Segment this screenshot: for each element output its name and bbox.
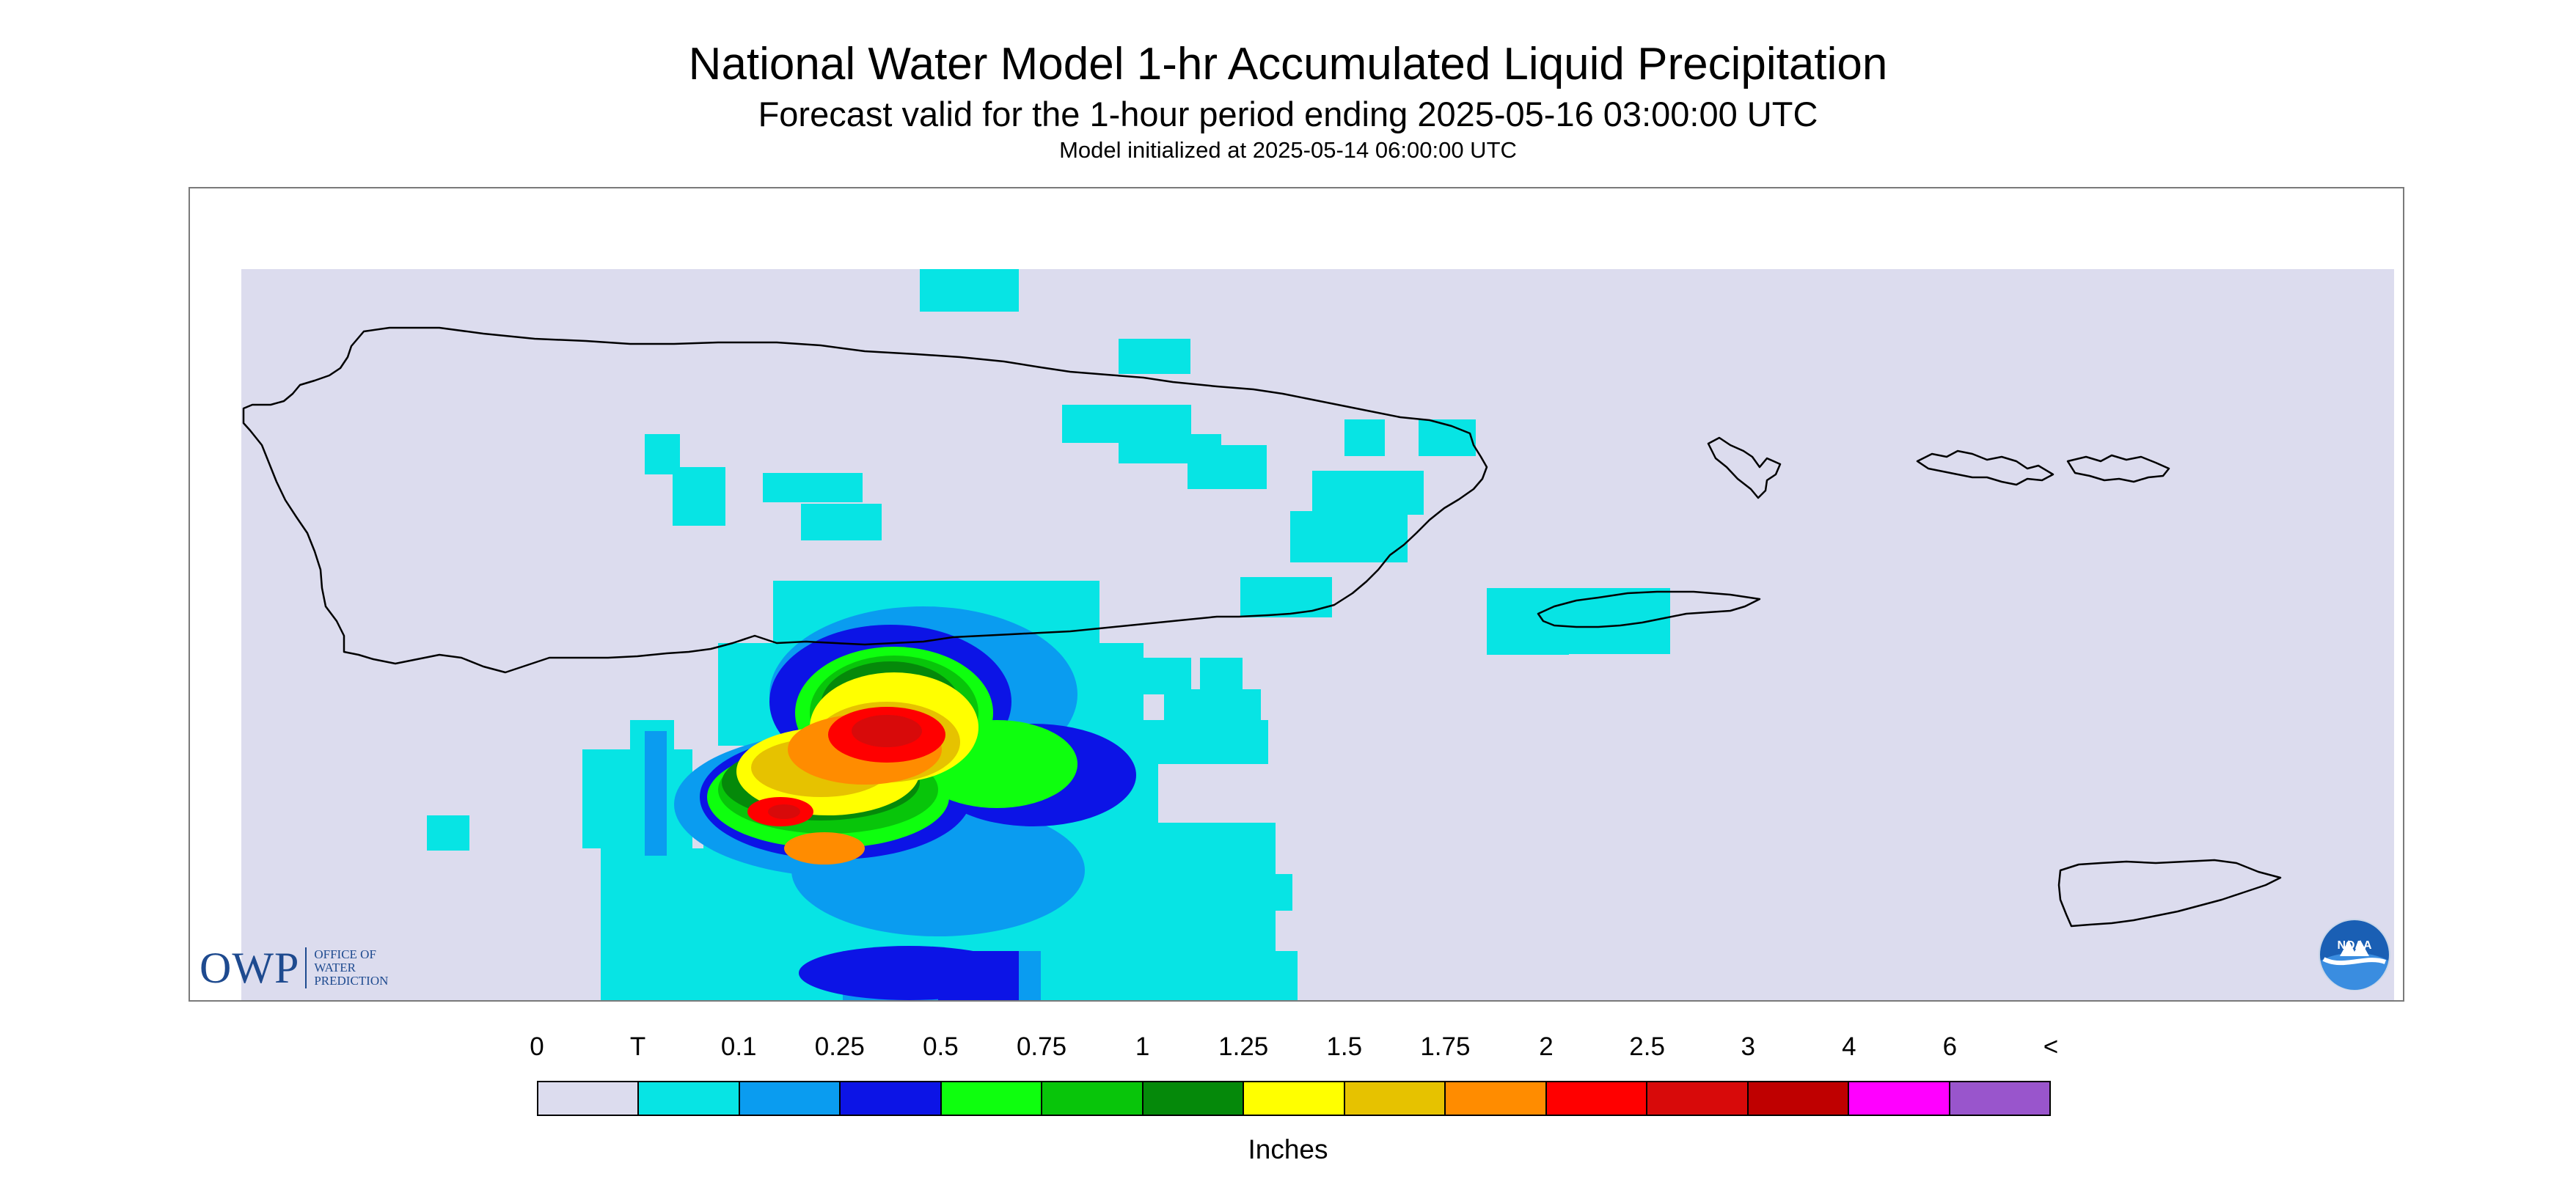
legend-tick-label: 0 [530,1032,544,1061]
precip-cell [1487,634,1569,655]
legend-labels: 0 T 0.1 0.25 0.5 0.75 1 1.25 1.5 1.75 2 2.5 3 4 6 < [0,1031,2576,1068]
coastline-st-croix [2057,859,2282,928]
precip-cell [801,504,882,540]
legend-unit-label: Inches [1248,1134,1328,1164]
precip-cell [852,715,922,747]
valid-time-subtitle: Forecast valid for the 1-hour period end… [758,95,1818,133]
noaa-mark: NOAA [2337,939,2372,952]
precip-cell [1107,951,1298,1000]
precip-cell [920,269,1019,312]
precipitation-map [241,269,2394,1000]
legend-tick-label: 6 [1942,1032,1958,1061]
precip-cell [938,951,1019,1000]
noaa-logo-icon: NOAA [2319,919,2390,991]
coastline-st-thomas [1916,449,2054,486]
coastlines [242,326,2282,928]
legend-swatch [1950,1082,2050,1115]
model-init-line: Model initialized at 2025-05-14 06:00:00… [1059,137,1517,163]
legend-swatch [1446,1082,1547,1115]
owp-logo: OWP OFFICE OF WATER PREDICTION [200,946,388,990]
precip-layer [427,269,1670,1000]
precip-cell [427,815,469,851]
coastline-st-john [2066,454,2170,483]
legend-tick-label: < [2043,1032,2059,1061]
legend-swatch [1849,1082,1950,1115]
coastline-puerto-rico [242,326,1488,674]
precip-cell [673,467,725,526]
precip-cell [784,832,865,865]
legend-swatch [941,1082,1043,1115]
precip-cell [645,731,667,856]
legend-swatch [1244,1082,1345,1115]
precip-cell [763,473,863,502]
legend-swatch [1546,1082,1648,1115]
precip-cell [1344,419,1385,456]
precip-cell [1188,445,1267,489]
legend-swatch [1143,1082,1245,1115]
legend-colorbar [537,1081,2051,1116]
map-background [241,269,2394,1000]
legend-tick-label: 0.25 [814,1032,865,1061]
legend-tick-label: 2 [1539,1032,1554,1061]
legend-tick-label: 0.75 [1016,1032,1067,1061]
precip-cell [1290,511,1408,562]
map-panel [189,187,2404,1002]
coastline-culebra [1707,436,1782,499]
legend-tick-label: 1 [1135,1032,1150,1061]
legend-tick-label: 1.5 [1326,1032,1363,1061]
legend-tick-label: 3 [1741,1032,1755,1061]
legend-swatch [1042,1082,1144,1115]
legend-tick-label: 0.5 [923,1032,959,1061]
legend-swatch [1748,1082,1850,1115]
owp-mark: OWP [200,944,300,992]
legend-swatch [538,1082,640,1115]
precip-cell [1164,689,1261,726]
owp-divider [305,947,307,988]
chart-title: National Water Model 1-hr Accumulated Li… [688,39,1888,89]
legend-tick-label: 0.1 [720,1032,757,1061]
legend-tick-label: 1.25 [1218,1032,1269,1061]
legend-tick-label: T [629,1032,646,1061]
precip-cell [1119,339,1190,374]
legend-swatch [639,1082,740,1115]
legend-tick-label: 4 [1842,1032,1856,1061]
legend-tick-label: 2.5 [1629,1032,1665,1061]
precip-cell [1240,577,1332,617]
legend-swatch [1647,1082,1749,1115]
legend-swatch [841,1082,942,1115]
precip-cell [768,804,800,819]
owp-subtitle: OFFICE OF WATER PREDICTION [314,947,389,988]
legend-tick-label: 1.75 [1420,1032,1471,1061]
legend-swatch [1344,1082,1446,1115]
coastline-vieques [1537,590,1761,628]
precip-cell [1312,471,1424,515]
legend-swatch [739,1082,841,1115]
